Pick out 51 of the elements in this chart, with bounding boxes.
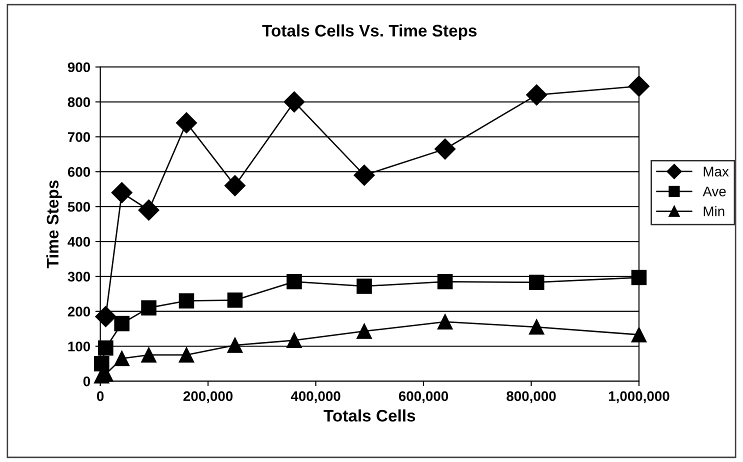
point xyxy=(178,347,194,363)
point xyxy=(114,316,130,332)
x-tick-label: 0 xyxy=(96,391,104,402)
point xyxy=(528,319,544,335)
point xyxy=(354,164,375,186)
y-tick-label: 500 xyxy=(68,202,90,212)
y-tick-label: 0 xyxy=(83,376,90,386)
point xyxy=(437,314,453,330)
x-tick-label: 600,000 xyxy=(398,391,448,404)
point xyxy=(141,347,156,363)
point xyxy=(284,91,305,112)
y-tick-label: 400 xyxy=(68,236,90,247)
point xyxy=(178,293,194,309)
x-tick-label: 1,000,000 xyxy=(608,391,670,404)
point xyxy=(141,300,156,316)
y-tick-label: 800 xyxy=(68,97,90,108)
x-tick-label: 400,000 xyxy=(290,391,340,404)
legend-label: Max xyxy=(704,166,729,176)
x-axis-title: Totals Cells xyxy=(324,409,416,422)
point xyxy=(631,327,647,342)
legend-label: Min xyxy=(704,206,724,216)
point xyxy=(526,84,548,106)
point xyxy=(286,274,302,290)
point xyxy=(227,338,243,353)
y-tick-label: 900 xyxy=(68,62,90,72)
legend-label: Ave xyxy=(702,186,726,196)
point xyxy=(227,292,243,308)
point xyxy=(631,270,647,286)
point xyxy=(176,112,198,134)
point xyxy=(111,182,132,204)
x-tick-label: 200,000 xyxy=(183,391,233,404)
point xyxy=(98,340,114,356)
point xyxy=(434,138,456,160)
y-axis-title: Time Steps xyxy=(46,180,62,268)
point xyxy=(114,350,130,366)
point xyxy=(138,200,160,221)
y-tick-label: 300 xyxy=(68,272,90,282)
y-tick-label: 100 xyxy=(68,342,90,352)
point xyxy=(286,332,302,348)
point xyxy=(224,175,246,196)
point xyxy=(628,76,650,97)
point xyxy=(437,274,453,290)
point xyxy=(95,306,116,328)
point xyxy=(356,278,372,294)
chart-title: Totals Cells Vs. Time Steps xyxy=(262,24,477,40)
y-tick-label: 600 xyxy=(68,167,90,177)
x-tick-label: 800,000 xyxy=(506,391,556,404)
point xyxy=(528,274,544,290)
y-tick-label: 200 xyxy=(68,306,90,317)
y-tick-label: 700 xyxy=(68,132,90,142)
point xyxy=(356,324,372,339)
